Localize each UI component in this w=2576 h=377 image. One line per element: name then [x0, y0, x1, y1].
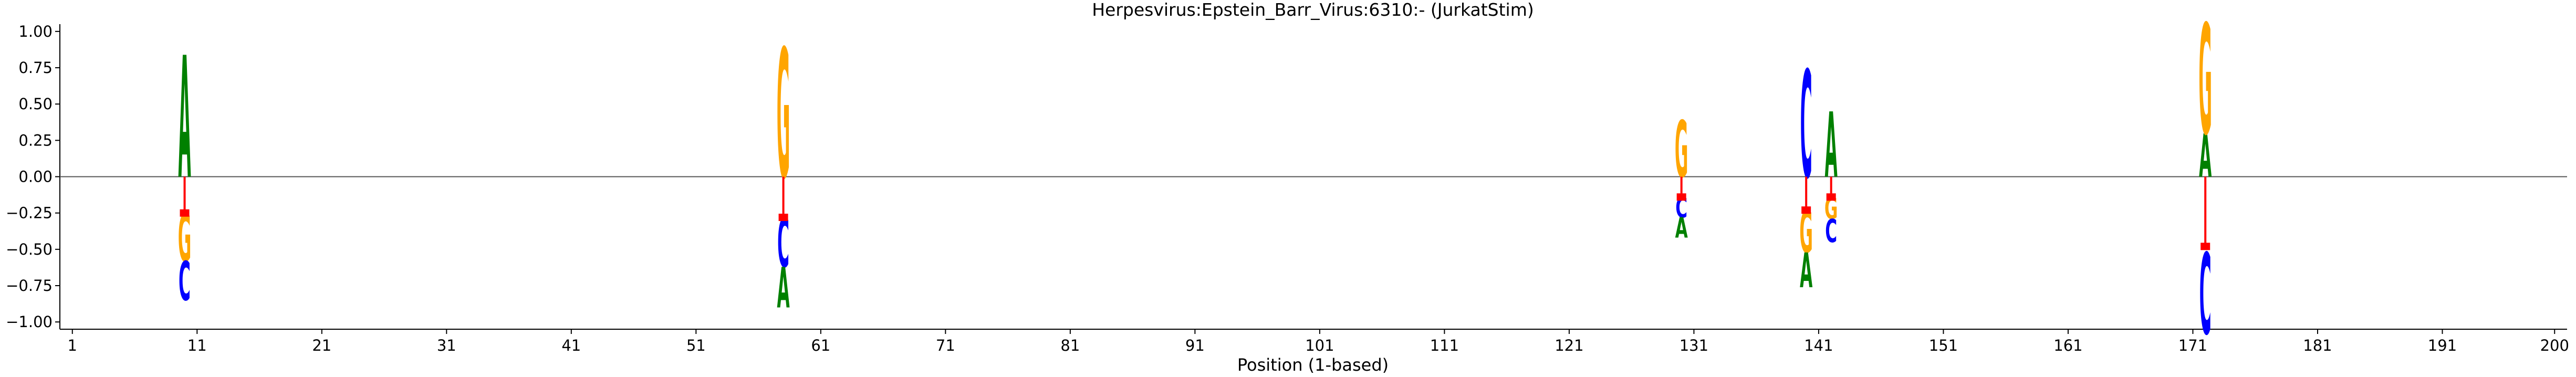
logo-letter-a: A	[777, 256, 789, 321]
x-tick-label: 51	[686, 337, 706, 354]
logo-letter-c: C	[777, 205, 789, 284]
x-tick-label: 191	[2428, 337, 2457, 354]
marker-square	[180, 209, 190, 217]
x-tick-label: 131	[1680, 337, 1708, 354]
logo-letter-a: A	[1675, 213, 1688, 245]
y-tick-label: −0.25	[6, 204, 53, 222]
y-axis: 1.00 0.75 0.50 0.25 0.00 −0.25 −0.50 −0.75 −1.00	[6, 23, 60, 331]
x-axis-label: Position (1-based)	[1237, 355, 1389, 375]
x-tick-label: 181	[2303, 337, 2332, 354]
marker-square	[1801, 206, 1811, 214]
x-tick-label: 121	[1555, 337, 1583, 354]
x-tick-label: 61	[811, 337, 830, 354]
x-tick-label: 21	[312, 337, 331, 354]
chart-title: Herpesvirus:Epstein_Barr_Virus:6310:- (J…	[1092, 0, 1534, 20]
x-tick-label: 111	[1430, 337, 1459, 354]
x-tick-label: 31	[437, 337, 456, 354]
y-tick-label: 0.75	[18, 59, 53, 77]
y-tick-label: −0.50	[6, 240, 53, 258]
marker-square	[1826, 193, 1836, 201]
y-tick-label: 0.50	[18, 95, 53, 113]
logo-letter-c: C	[2199, 230, 2212, 360]
x-tick-label: 71	[936, 337, 955, 354]
x-tick-label: 200	[2540, 337, 2569, 354]
logo-letter-c: C	[179, 250, 191, 313]
logo-letter-a: A	[1800, 244, 1812, 299]
y-tick-label: −1.00	[6, 313, 53, 331]
x-tick-label: 171	[2178, 337, 2207, 354]
x-tick-label: 141	[1804, 337, 1833, 354]
y-tick-label: 1.00	[18, 23, 53, 40]
x-tick-label: 91	[1185, 337, 1205, 354]
x-tick-label: 41	[561, 337, 581, 354]
marker-square	[2200, 243, 2210, 250]
x-tick-label: 161	[2053, 337, 2082, 354]
x-tick-label: 1	[68, 337, 77, 354]
x-tick-label: 81	[1060, 337, 1080, 354]
x-tick-label: 101	[1305, 337, 1334, 354]
logo-letter-c: C	[1825, 213, 1837, 250]
y-tick-label: −0.75	[6, 277, 53, 295]
y-tick-label: 0.00	[18, 168, 53, 186]
y-tick-label: 0.25	[18, 131, 53, 149]
x-tick-label: 151	[1929, 337, 1958, 354]
logo-letter-g: G	[2198, 0, 2212, 169]
marker-square	[1676, 193, 1686, 201]
x-tick-label: 11	[187, 337, 207, 354]
marker-square	[778, 213, 788, 221]
x-axis: 1 11 21 31 41 51 61 71 81 91 101 111 121 131 141 151 161…	[60, 329, 2569, 354]
logo-letter-c: C	[1800, 41, 1812, 212]
